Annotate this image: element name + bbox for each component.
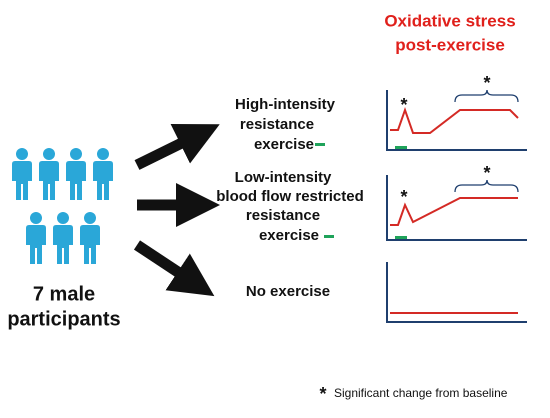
person-icon xyxy=(26,212,46,264)
condition-label: blood flow restricted xyxy=(216,188,364,205)
trend-line xyxy=(390,106,519,134)
exercise-bar xyxy=(395,236,407,239)
brace xyxy=(454,89,519,103)
trend-line xyxy=(390,197,518,226)
participants-label: participants xyxy=(7,308,120,330)
person-icon xyxy=(53,212,73,264)
person-icon xyxy=(12,148,32,200)
axes xyxy=(386,175,527,241)
footnote-marker: * xyxy=(319,384,326,404)
condition-label: Low-intensity xyxy=(235,169,332,186)
person-icon xyxy=(66,148,86,200)
arrow xyxy=(133,240,215,297)
condition-label: exercise xyxy=(254,136,314,153)
title: Oxidative stress xyxy=(384,11,515,30)
footnote: Significant change from baseline xyxy=(334,386,508,400)
significance-marker: * xyxy=(483,163,490,183)
participants-label: 7 male xyxy=(33,283,95,305)
mini-chart: * * xyxy=(386,163,527,241)
mini-chart xyxy=(386,262,527,323)
exercise-bar xyxy=(395,146,407,149)
axes xyxy=(386,262,527,323)
green-dash xyxy=(324,235,334,238)
condition-label: exercise xyxy=(259,227,319,244)
condition-label: resistance xyxy=(240,116,314,133)
significance-marker: * xyxy=(400,95,407,115)
significance-marker: * xyxy=(483,73,490,93)
person-icon xyxy=(39,148,59,200)
title: post-exercise xyxy=(395,35,505,54)
significance-marker: * xyxy=(400,187,407,207)
condition-label: resistance xyxy=(246,207,320,224)
condition-label: High-intensity xyxy=(235,96,336,113)
green-dash xyxy=(315,143,325,146)
people xyxy=(12,148,113,264)
arrow xyxy=(134,123,220,170)
condition-label: No exercise xyxy=(246,283,330,300)
axes xyxy=(386,90,527,151)
person-icon xyxy=(80,212,100,264)
mini-chart: * * xyxy=(386,73,527,151)
person-icon xyxy=(93,148,113,200)
brace xyxy=(454,179,519,193)
